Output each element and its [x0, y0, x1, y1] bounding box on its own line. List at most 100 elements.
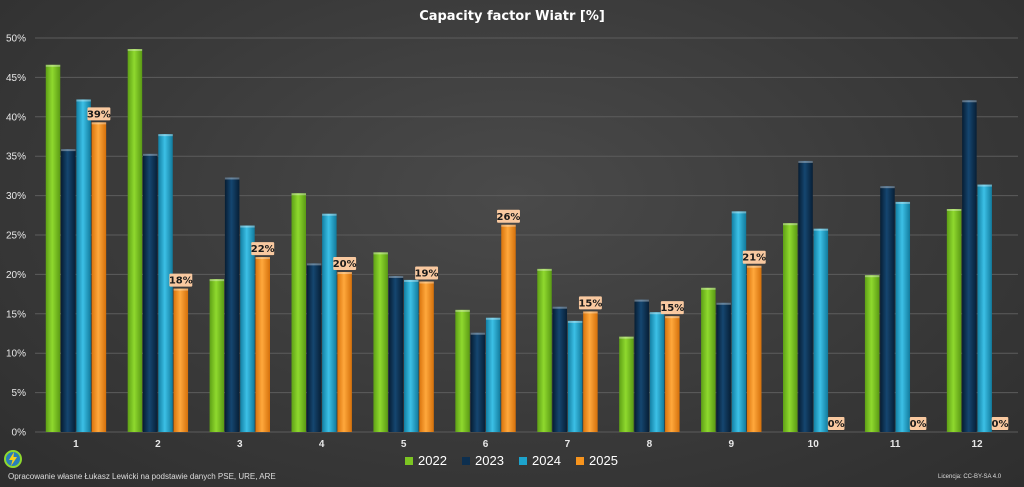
bar-highlight [45, 64, 61, 67]
bar-highlight [322, 213, 337, 216]
bar-highlight [224, 177, 240, 180]
grid [35, 37, 1018, 433]
y-tick-label: 10% [6, 349, 26, 360]
data-label-box [497, 209, 520, 223]
data-labels: 39% 18% 22% 20% 19% 26% 15% 15% 21% 0% 0% 0% [87, 107, 1009, 430]
bar-highlight [567, 320, 583, 323]
data-label: 0% [910, 419, 927, 430]
bar-2024-1 [76, 99, 91, 433]
x-tick-label: 5 [401, 439, 407, 450]
bar-highlight [962, 100, 977, 103]
bar-highlight [404, 279, 419, 282]
bar-highlight [306, 263, 322, 266]
y-tick-label: 50% [6, 34, 26, 45]
legend-label-2023: 2023 [475, 453, 504, 468]
data-label-box [909, 417, 927, 430]
bar-2024-4 [322, 213, 337, 432]
data-label-box [827, 417, 845, 430]
bar-highlight [209, 279, 225, 282]
bar-2023-10 [798, 160, 813, 433]
x-tick-label: 8 [647, 439, 653, 450]
legend-label-2022: 2022 [418, 453, 447, 468]
bar-highlight [173, 288, 189, 291]
x-tick-label: 10 [808, 439, 820, 450]
bar-2023-1 [61, 149, 76, 432]
bar-highlight [716, 302, 731, 305]
data-label: 15% [578, 298, 602, 309]
bar-2024-5 [404, 279, 419, 432]
bar-highlight [61, 149, 76, 152]
bar-2022-6 [455, 309, 470, 432]
y-tick-label: 0% [12, 428, 27, 439]
bar-2022-7 [537, 268, 552, 432]
y-tick-label: 40% [6, 112, 26, 123]
y-tick-label: 30% [6, 191, 26, 202]
bar-2022-9 [701, 287, 716, 432]
bar-highlight [501, 224, 516, 227]
bar-2024-12 [977, 184, 992, 432]
bar-highlight [142, 153, 158, 156]
bar-2023-5 [388, 275, 404, 432]
y-tick-label: 45% [6, 73, 26, 84]
bar-highlight [798, 160, 813, 163]
bar-2025-3 [255, 257, 270, 432]
bar-highlight [746, 265, 762, 268]
bar-highlight [337, 272, 352, 275]
data-label-box [991, 417, 1009, 430]
bar-highlight [470, 332, 486, 335]
x-tick-label: 3 [237, 439, 243, 450]
bar-2023-2 [142, 153, 158, 432]
x-tick-label: 6 [483, 439, 489, 450]
bar-2023-8 [634, 299, 649, 432]
y-tick-label: 15% [6, 309, 26, 320]
bar-highlight [946, 208, 962, 211]
legend-label-2024: 2024 [532, 453, 561, 468]
bar-highlight [455, 309, 470, 312]
bar-highlight [388, 275, 404, 278]
x-tick-label: 1 [73, 439, 79, 450]
x-tick-label: 7 [565, 439, 571, 450]
bar-highlight [552, 306, 568, 309]
legend-label-2025: 2025 [589, 453, 618, 468]
data-label-box [742, 250, 766, 264]
data-label: 0% [828, 419, 845, 430]
data-label-box [87, 107, 111, 121]
bar-2024-2 [158, 134, 173, 433]
data-label: 39% [87, 109, 111, 120]
data-label: 19% [415, 268, 439, 279]
bar-2023-3 [224, 177, 240, 432]
data-label: 18% [169, 276, 193, 287]
bar-highlight [373, 252, 388, 255]
y-tick-label: 35% [6, 152, 26, 163]
bar-highlight [240, 225, 255, 228]
bar-2022-10 [783, 223, 798, 432]
bar-highlight [880, 186, 895, 189]
bar-2025-9 [746, 265, 762, 432]
bar-2024-8 [649, 312, 665, 432]
bar-highlight [895, 201, 911, 204]
bar-highlight [701, 287, 716, 290]
legend: 2022 2023 2024 2025 [405, 453, 618, 468]
bar-highlight [255, 257, 270, 260]
bar-2025-2 [173, 288, 189, 432]
bar-highlight [291, 193, 307, 196]
y-axis: 0% 5% 10% 15% 20% 25% 30% 35% 40% 45% 50% [6, 34, 26, 439]
bar-highlight [864, 275, 880, 278]
bar-highlight [158, 134, 173, 137]
bar-2022-12 [946, 208, 962, 432]
data-label-box [251, 242, 275, 256]
bar-highlight [537, 268, 552, 271]
bar-2025-7 [583, 311, 598, 432]
bar-2022-3 [209, 279, 225, 432]
x-tick-label: 4 [319, 439, 325, 450]
lightning-bolt-icon [4, 450, 22, 468]
bar-2022-2 [127, 49, 143, 432]
bar-2022-8 [619, 336, 634, 432]
bar-2022-1 [45, 64, 61, 433]
bar-highlight [731, 211, 747, 214]
chart-title: Capacity factor Wiatr [%] [419, 9, 605, 24]
x-tick-label: 11 [890, 439, 901, 450]
data-label-box [333, 257, 357, 271]
bar-2023-7 [552, 306, 568, 432]
